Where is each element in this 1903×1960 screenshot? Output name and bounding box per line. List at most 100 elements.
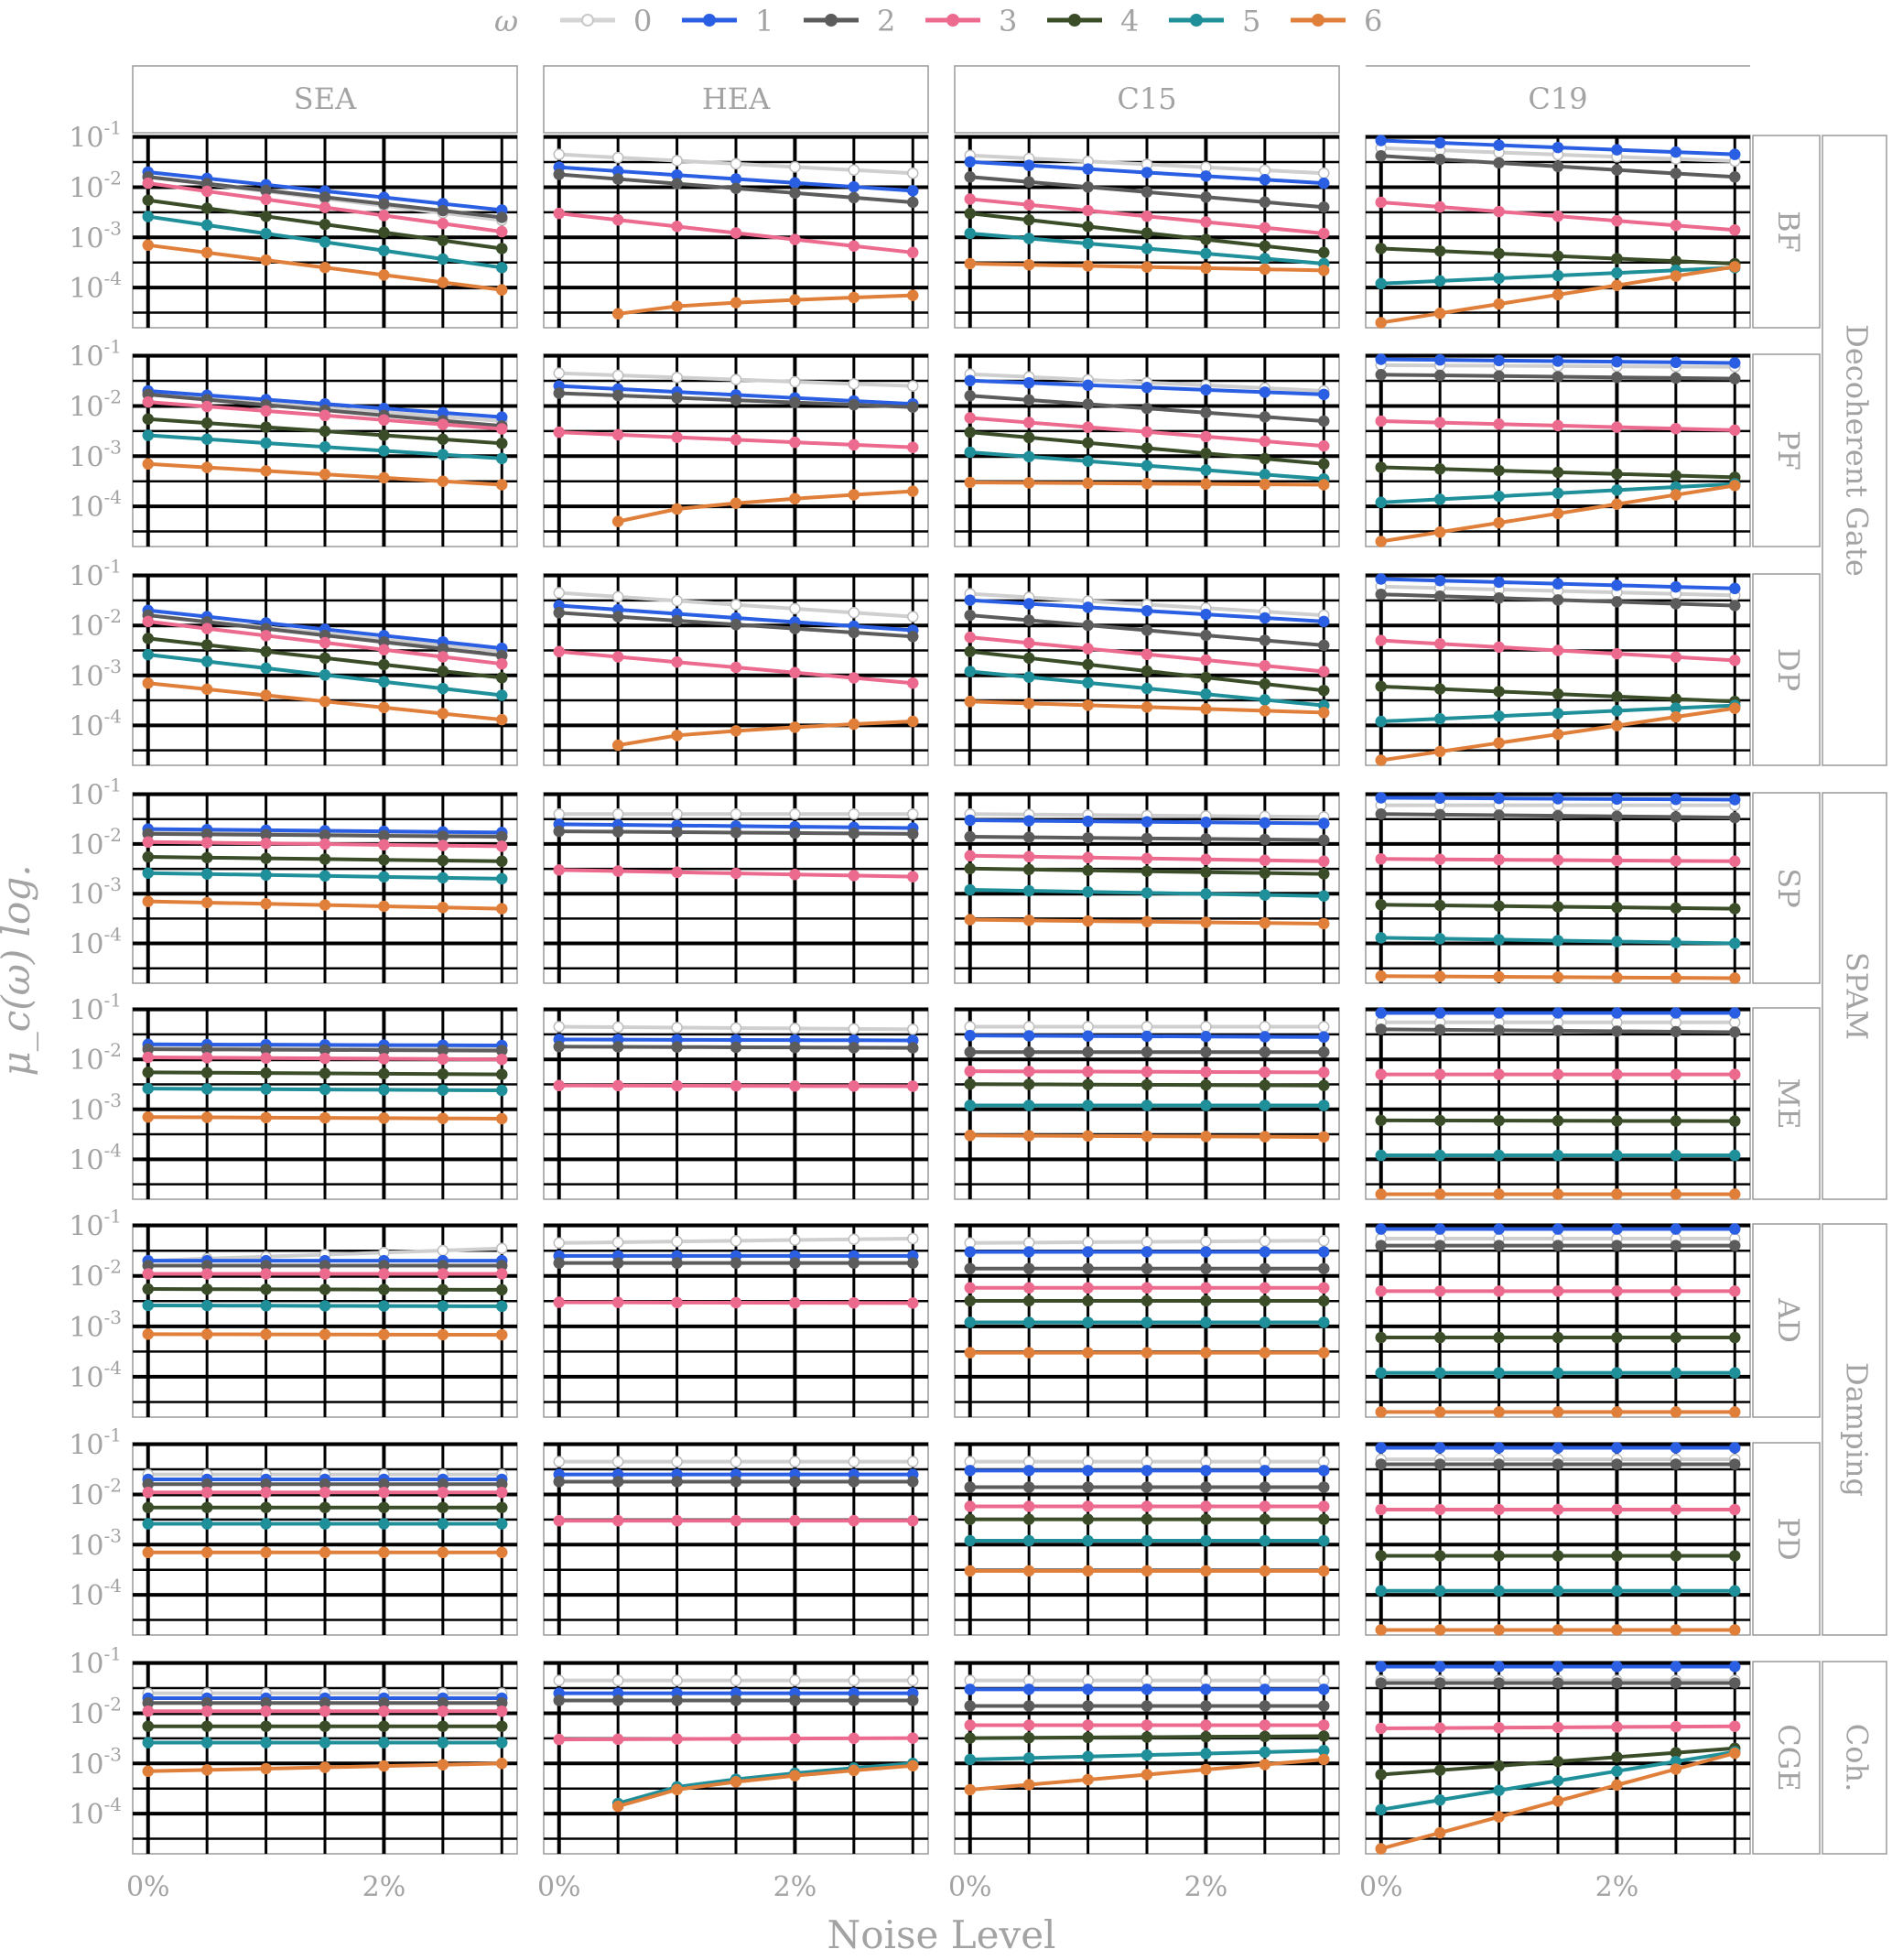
data-point-0 xyxy=(848,1674,860,1686)
data-point-6 xyxy=(1318,1565,1330,1577)
data-point-6 xyxy=(1375,970,1387,982)
data-point-5 xyxy=(200,655,213,667)
group-strip-coh-: Coh. xyxy=(1822,1661,1887,1855)
data-point-6 xyxy=(378,1546,390,1559)
data-point-1 xyxy=(1670,1442,1682,1454)
data-point-6 xyxy=(200,246,213,259)
panel-BF-C19 xyxy=(1365,135,1751,329)
data-point-3 xyxy=(964,1065,976,1077)
data-point-6 xyxy=(964,476,976,489)
data-point-6 xyxy=(1082,915,1094,927)
data-point-1 xyxy=(1200,608,1212,621)
data-point-5 xyxy=(142,648,154,661)
data-point-4 xyxy=(142,413,154,425)
data-point-2 xyxy=(789,1476,801,1488)
data-point-5 xyxy=(142,1082,154,1095)
data-point-6 xyxy=(1141,477,1153,490)
data-point-3 xyxy=(378,414,390,426)
panel-BF-SEA: 10-1 10-2 10-3 10-4 xyxy=(69,117,518,329)
data-point-4 xyxy=(1318,868,1330,880)
data-point-6 xyxy=(964,1130,976,1142)
data-point-3 xyxy=(1082,1066,1094,1077)
data-point-1 xyxy=(1259,173,1271,186)
data-point-4 xyxy=(200,1067,213,1079)
data-point-1 xyxy=(1200,384,1212,396)
data-point-6 xyxy=(260,898,272,910)
data-point-2 xyxy=(848,828,860,839)
row-strip-box xyxy=(1752,792,1821,984)
data-point-6 xyxy=(1552,1188,1564,1200)
data-point-3 xyxy=(848,1732,860,1745)
data-point-5 xyxy=(319,440,331,453)
data-point-3 xyxy=(789,233,801,245)
data-point-1 xyxy=(1082,1030,1094,1042)
data-point-4 xyxy=(142,633,154,644)
data-point-6 xyxy=(378,701,390,714)
data-point-3 xyxy=(671,1296,683,1309)
data-point-5 xyxy=(200,1083,213,1095)
data-point-3 xyxy=(200,1268,213,1280)
data-point-0 xyxy=(1141,1021,1153,1033)
data-point-4 xyxy=(1082,437,1094,449)
data-point-4 xyxy=(437,665,449,677)
data-point-3 xyxy=(378,1053,390,1065)
data-point-4 xyxy=(260,852,272,864)
data-point-5 xyxy=(1729,937,1741,949)
data-point-2 xyxy=(1552,809,1564,822)
data-point-3 xyxy=(142,1051,154,1064)
data-point-0 xyxy=(848,607,860,619)
data-point-1 xyxy=(1375,573,1387,585)
column-strip-label: C19 xyxy=(1528,81,1587,116)
data-point-1 xyxy=(1082,379,1094,392)
data-point-6 xyxy=(964,1565,976,1577)
y-tick-label: 10-2 xyxy=(69,167,122,204)
data-point-1 xyxy=(1022,815,1035,827)
data-point-2 xyxy=(1493,1024,1505,1036)
data-point-6 xyxy=(378,1112,390,1124)
data-point-6 xyxy=(907,485,919,497)
data-point-6 xyxy=(1200,703,1212,715)
data-point-6 xyxy=(319,261,331,274)
data-point-5 xyxy=(1611,1765,1623,1777)
data-point-5 xyxy=(1611,705,1623,717)
data-point-2 xyxy=(1082,619,1094,632)
data-point-5 xyxy=(1493,272,1505,285)
data-point-0 xyxy=(789,807,801,820)
data-point-5 xyxy=(1200,688,1212,700)
data-point-6 xyxy=(1141,1347,1153,1359)
data-point-4 xyxy=(1552,1331,1564,1344)
data-point-2 xyxy=(611,826,624,838)
data-point-3 xyxy=(1022,1719,1035,1731)
data-point-2 xyxy=(1729,811,1741,824)
data-point-6 xyxy=(964,1347,976,1359)
data-point-5 xyxy=(200,1299,213,1312)
data-point-6 xyxy=(1729,1188,1741,1200)
data-point-3 xyxy=(378,1486,390,1499)
panel-PF-C15 xyxy=(954,353,1340,547)
data-point-6 xyxy=(1141,261,1153,273)
data-point-0 xyxy=(671,155,683,167)
data-point-0 xyxy=(671,1674,683,1686)
y-tick-label: 10-4 xyxy=(69,705,122,742)
panel-CGE-SEA: 10-1 10-2 10-3 10-4 0% 2% xyxy=(69,1643,518,1903)
data-point-4 xyxy=(1375,243,1387,254)
data-point-4 xyxy=(1259,452,1271,465)
data-point-5 xyxy=(437,872,449,884)
data-point-5 xyxy=(378,244,390,256)
data-point-6 xyxy=(260,465,272,477)
legend-title: ω xyxy=(494,4,518,38)
data-point-6 xyxy=(1552,507,1564,520)
group-strip-label: SPAM xyxy=(1840,952,1875,1040)
data-point-2 xyxy=(1493,370,1505,382)
data-point-3 xyxy=(437,1705,449,1717)
data-point-4 xyxy=(1433,463,1446,475)
data-point-3 xyxy=(1259,1719,1271,1731)
data-point-4 xyxy=(319,1283,331,1295)
data-point-2 xyxy=(907,828,919,840)
data-point-4 xyxy=(378,1720,390,1732)
data-point-5 xyxy=(200,868,213,880)
data-point-5 xyxy=(1375,1585,1387,1597)
data-point-2 xyxy=(671,1476,683,1488)
data-point-6 xyxy=(1552,971,1564,983)
data-point-5 xyxy=(964,1534,976,1547)
